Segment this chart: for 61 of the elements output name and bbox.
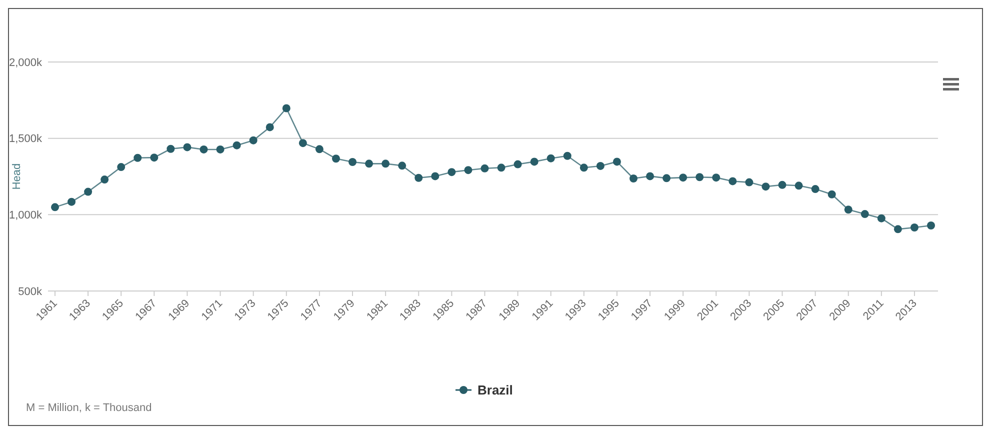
point [728, 177, 737, 186]
point [910, 223, 918, 232]
point [530, 158, 538, 166]
point [762, 182, 770, 191]
point [100, 176, 109, 184]
point [51, 203, 59, 212]
point [794, 182, 803, 190]
point [860, 210, 869, 218]
point [811, 185, 820, 194]
point [200, 145, 208, 154]
point [365, 160, 374, 168]
point [266, 123, 274, 132]
point [497, 164, 506, 172]
point [546, 154, 555, 162]
y-axis-title: Head [11, 163, 23, 190]
point [315, 145, 324, 154]
point [282, 104, 290, 112]
point [612, 158, 621, 166]
point [679, 174, 688, 182]
point [712, 174, 720, 182]
point [150, 154, 158, 162]
text: M = Million, k = Thousand [26, 402, 152, 414]
y-tick-label: 1,000k [8, 210, 42, 222]
point [696, 173, 704, 182]
point [778, 180, 786, 189]
point [68, 198, 76, 206]
point [828, 190, 836, 198]
point [646, 172, 654, 180]
point [745, 178, 754, 186]
point [464, 166, 472, 174]
point [431, 172, 440, 180]
point [448, 168, 456, 176]
point [877, 214, 886, 222]
point [232, 141, 241, 150]
point [332, 154, 340, 163]
y-tick-label: 1,500k [8, 133, 42, 146]
point [662, 174, 671, 182]
point [216, 145, 224, 154]
point [927, 222, 935, 230]
point [134, 154, 142, 162]
legend-label: Brazil [478, 382, 513, 398]
point [298, 139, 307, 148]
point [348, 158, 357, 166]
point [382, 160, 390, 168]
point [580, 164, 588, 172]
point [844, 206, 852, 214]
point [249, 136, 258, 144]
point [166, 144, 175, 153]
point [514, 160, 522, 168]
y-tick-label: 500k [18, 286, 42, 298]
point [629, 174, 638, 182]
point [563, 152, 572, 160]
point [480, 164, 489, 172]
point [84, 188, 92, 196]
y-tick-label: 2,000k [8, 56, 42, 69]
point [596, 162, 604, 170]
point [183, 143, 192, 152]
point [414, 174, 423, 182]
point [894, 225, 902, 234]
point [398, 162, 406, 170]
point [117, 163, 126, 172]
